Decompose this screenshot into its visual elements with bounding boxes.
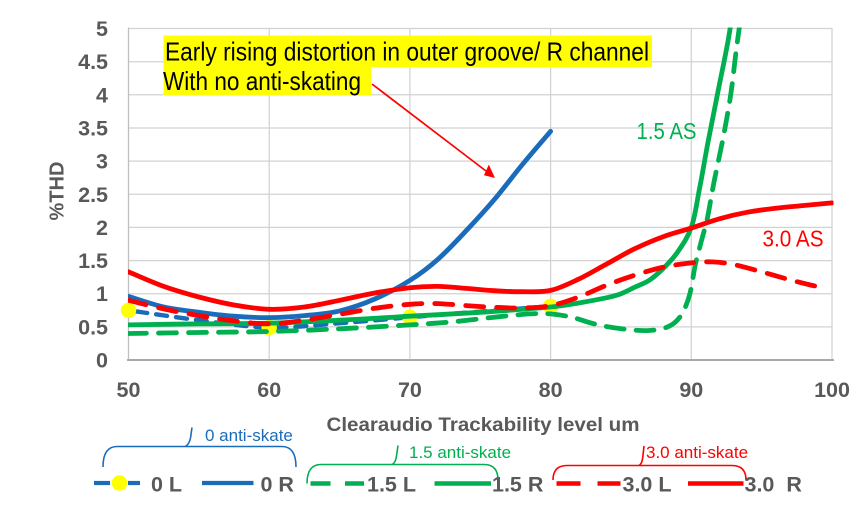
svg-text:80: 80 — [539, 378, 563, 402]
svg-text:3: 3 — [96, 150, 108, 174]
svg-text:1.5 R: 1.5 R — [492, 473, 544, 497]
svg-text:0 L: 0 L — [151, 473, 182, 497]
svg-text:3.0 AS: 3.0 AS — [763, 226, 824, 252]
svg-text:4: 4 — [96, 83, 108, 107]
svg-text:1.5 AS: 1.5 AS — [637, 118, 697, 144]
svg-text:1: 1 — [96, 282, 108, 306]
svg-text:0.5: 0.5 — [78, 315, 108, 339]
svg-text:2: 2 — [96, 216, 108, 240]
svg-text:0 R: 0 R — [261, 473, 295, 497]
svg-text:90: 90 — [679, 378, 703, 402]
svg-text:1.5: 1.5 — [78, 249, 108, 273]
svg-text:2.5: 2.5 — [78, 183, 108, 207]
svg-text:3.0 L: 3.0 L — [623, 473, 672, 497]
svg-text:100: 100 — [814, 378, 850, 402]
svg-text:With no anti-skating: With no anti-skating — [163, 66, 361, 96]
svg-text:Early rising distortion in out: Early rising distortion in outer groove/… — [165, 37, 649, 67]
svg-text:3.5: 3.5 — [78, 117, 108, 141]
svg-text:5: 5 — [96, 17, 108, 41]
svg-text:1.5 anti-skate: 1.5 anti-skate — [409, 443, 511, 462]
svg-text:0 anti-skate: 0 anti-skate — [205, 426, 293, 445]
svg-text:3.0 anti-skate: 3.0 anti-skate — [646, 443, 748, 462]
svg-text:0: 0 — [96, 349, 108, 373]
svg-text:60: 60 — [257, 378, 281, 402]
svg-text:70: 70 — [398, 378, 422, 402]
svg-text:4.5: 4.5 — [78, 50, 108, 74]
svg-text:3.0 R: 3.0 R — [745, 473, 803, 497]
svg-text:50: 50 — [117, 378, 141, 402]
svg-text:1.5 L: 1.5 L — [367, 473, 416, 497]
svg-text:%THD: %THD — [47, 162, 69, 221]
svg-text:Clearaudio Trackability level: Clearaudio Trackability level um — [327, 415, 640, 436]
